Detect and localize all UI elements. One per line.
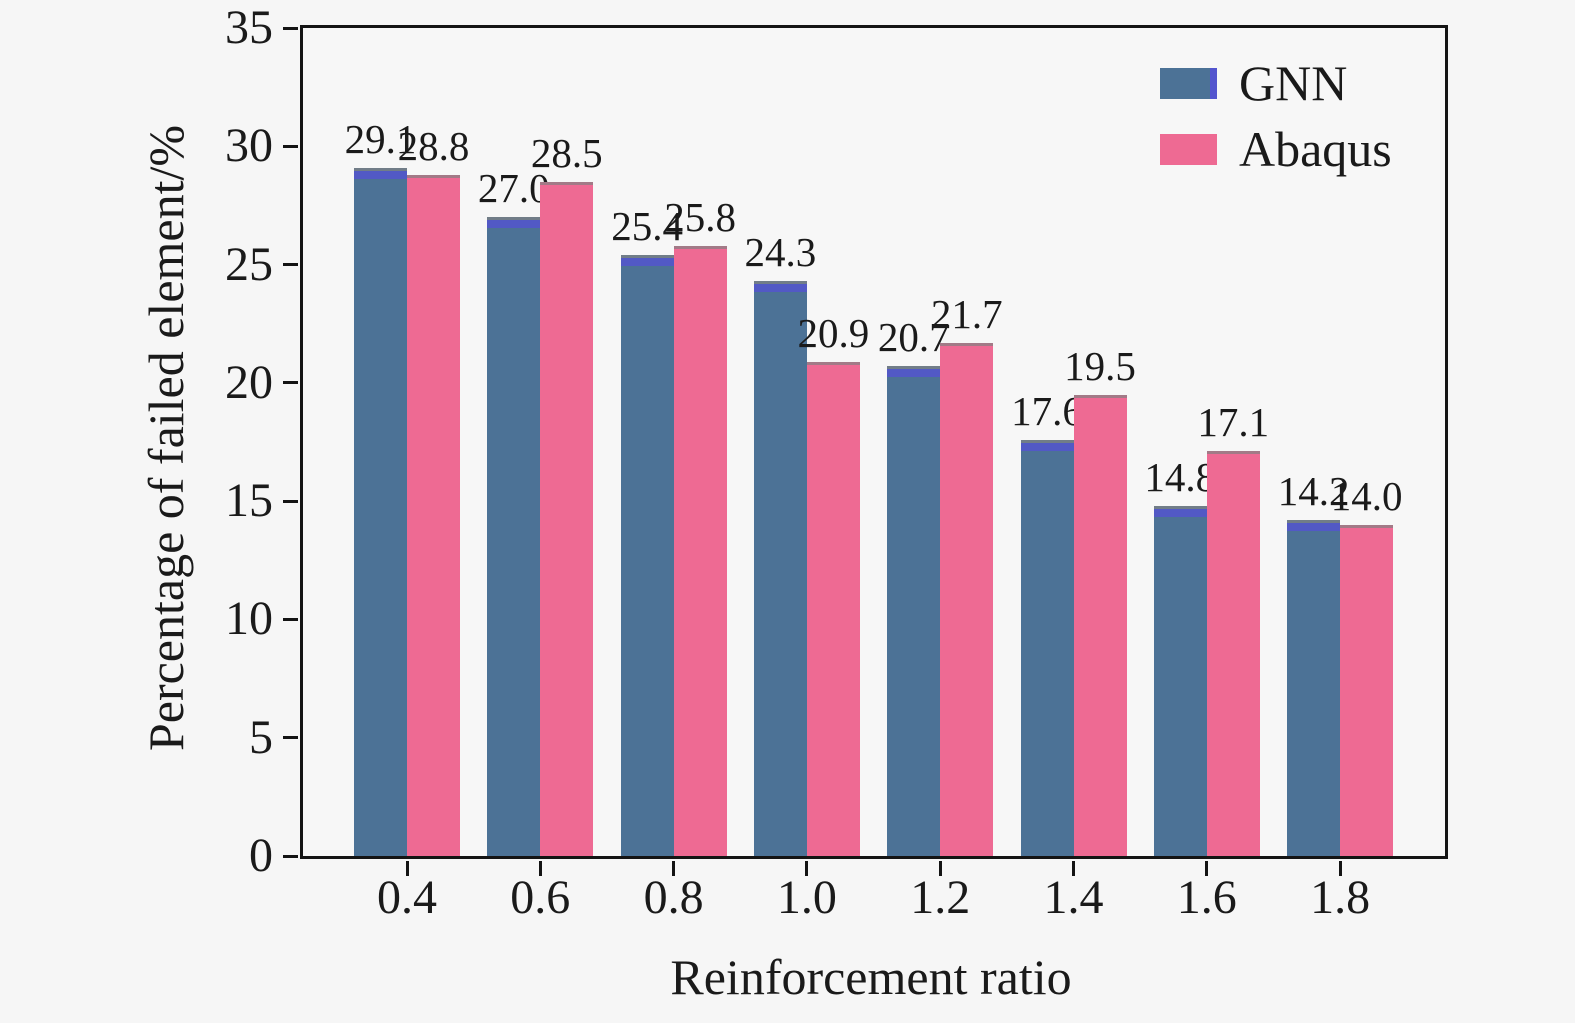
value-label-abaqus-1.4: 19.5 (1064, 342, 1136, 389)
value-label-gnn-0.4: 29.1 (344, 115, 417, 162)
value-label-gnn-1.4: 17.6 (1011, 387, 1083, 434)
value-label-abaqus-0.4: 28.8 (397, 122, 470, 169)
x-tick-mark (805, 861, 809, 876)
bar-gnn-1.0 (753, 281, 807, 856)
value-label-gnn-0.8: 25.4 (611, 203, 683, 250)
bar-top-edge (620, 255, 674, 259)
bar-abaqus-1.6 (1206, 451, 1260, 856)
bar-top-edge (806, 361, 860, 365)
y-tick-label: 5 (249, 710, 273, 764)
value-label-gnn-1.0: 24.3 (744, 229, 817, 276)
legend-swatch-gnn (1160, 67, 1217, 99)
value-label-abaqus-1.8: 14.0 (1330, 472, 1403, 519)
plot-area: 0 5 10 15 20 25 30 35 0.4 0.6 0.8 1.0 1.2 1.4 1.6 1.8 2… (225, 1, 1448, 924)
x-tick-label: 1.2 (910, 871, 971, 924)
x-tick-label: 0.8 (643, 871, 704, 924)
bar-gnn-0.8 (620, 255, 674, 856)
x-tick-mark (1205, 861, 1209, 876)
y-tick-label: 30 (225, 119, 273, 173)
y-tick-label: 15 (225, 474, 273, 528)
legend-item-gnn: GNN (1160, 54, 1392, 112)
value-label-gnn-1.6: 14.8 (1144, 453, 1217, 500)
y-tick-label: 10 (225, 592, 273, 646)
value-label-gnn-1.2: 20.7 (877, 314, 950, 361)
value-label-abaqus-1.6: 17.1 (1197, 399, 1270, 446)
legend-swatch-abaqus (1160, 133, 1217, 165)
legend-item-abaqus: Abaqus (1160, 120, 1392, 178)
bar-top-edge (1073, 394, 1127, 398)
bar-top-accent (1020, 442, 1074, 451)
y-tick-mark (283, 617, 298, 621)
x-tick-label: 1.4 (1043, 871, 1104, 924)
bar-gnn-1.4 (1020, 439, 1074, 856)
bar-top-edge (407, 174, 460, 178)
value-label-abaqus-1.2: 21.7 (930, 290, 1003, 337)
y-tick-mark (283, 263, 298, 267)
x-tick-mark (1072, 861, 1075, 876)
legend-label-abaqus: Abaqus (1239, 121, 1392, 177)
y-tick-mark (283, 499, 298, 503)
x-tick-mark (938, 861, 942, 876)
y-tick-label: 25 (225, 237, 273, 291)
bar-gnn-1.2 (887, 366, 941, 856)
x-tick-mark (1338, 861, 1342, 876)
legend-label-gnn: GNN (1239, 55, 1348, 111)
bar-top-edge (940, 342, 994, 346)
bar-top-edge (1020, 439, 1074, 443)
bar-top-edge (887, 366, 941, 370)
bar-abaqus-0.8 (673, 245, 727, 856)
bar-top-edge (540, 181, 594, 185)
bar-top-edge (673, 245, 727, 249)
bar-abaqus-1.2 (940, 342, 994, 856)
x-tick-label: 1.6 (1176, 871, 1237, 924)
bar-abaqus-0.4 (407, 174, 460, 856)
legend: GNN Abaqus (1160, 54, 1392, 186)
bar-abaqus-0.6 (540, 181, 594, 856)
bar-top-accent (620, 258, 674, 267)
bar-top-accent (487, 220, 541, 229)
y-tick-mark (283, 854, 298, 858)
y-tick-label: 20 (225, 355, 273, 409)
bar-top-accent (354, 170, 407, 179)
bar-top-edge (753, 281, 807, 285)
bar-gnn-1.8 (1287, 520, 1341, 856)
bar-top-edge (1206, 451, 1260, 455)
y-axis-title: Percentage of failed element/% (138, 124, 194, 752)
bar-abaqus-1.0 (806, 361, 860, 856)
bar-gnn-0.4 (354, 167, 407, 856)
y-tick-label: 35 (225, 1, 273, 54)
bar-abaqus-1.8 (1340, 524, 1394, 856)
value-label-abaqus-1.0: 20.9 (797, 309, 870, 356)
value-label-abaqus-0.6: 28.5 (530, 129, 603, 176)
bar-top-accent (753, 284, 807, 293)
y-tick-mark (283, 144, 298, 148)
y-tick-mark (283, 381, 298, 385)
y-tick-label: 0 (249, 829, 273, 882)
x-tick-label: 0.4 (377, 871, 437, 924)
bar-top-accent (887, 369, 941, 378)
bar-top-edge (354, 167, 407, 171)
x-tick-label: 1.8 (1310, 871, 1371, 924)
bar-top-accent (1153, 508, 1207, 517)
x-axis-title: Reinforcement ratio (670, 949, 1072, 1005)
bar-top-edge (1153, 505, 1207, 509)
bar-top-edge (1340, 524, 1394, 528)
bar-gnn-0.6 (487, 217, 541, 856)
x-tick-label: 1.0 (776, 871, 837, 924)
bar-top-accent (1287, 523, 1341, 532)
bar-top-edge (1287, 520, 1341, 524)
value-label-abaqus-0.8: 25.8 (664, 193, 736, 240)
bar-top-edge (487, 217, 541, 221)
value-label-gnn-1.8: 14.2 (1277, 468, 1350, 515)
x-tick-mark (672, 861, 676, 876)
value-label-gnn-0.6: 27.0 (477, 165, 550, 212)
y-tick-mark (283, 26, 298, 30)
x-tick-mark (405, 861, 409, 876)
y-tick-mark (283, 736, 298, 740)
x-tick-mark (538, 861, 542, 876)
bar-abaqus-1.4 (1073, 394, 1127, 856)
bar-gnn-1.6 (1153, 505, 1207, 856)
x-tick-label: 0.6 (510, 871, 571, 924)
